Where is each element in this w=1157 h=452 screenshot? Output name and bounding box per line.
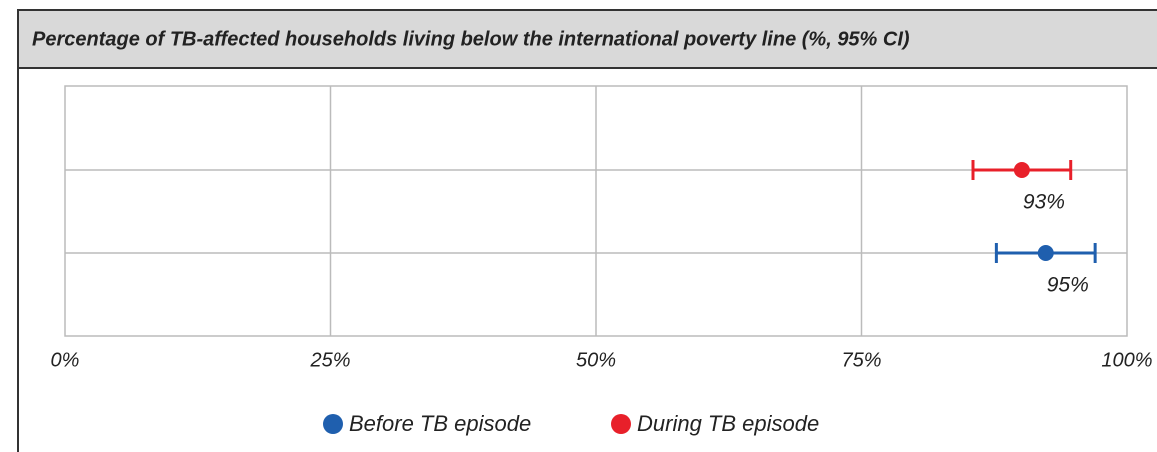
header-band [17, 9, 1157, 69]
x-tick-label: 0% [51, 349, 80, 371]
dot [1037, 245, 1054, 261]
legend-label: Before TB episode [349, 411, 531, 436]
legend-swatch [323, 414, 343, 434]
data-label: 93% [1023, 191, 1065, 214]
dot [1013, 162, 1030, 178]
x-tick-label: 100% [1101, 349, 1152, 371]
chart-title: Percentage of TB-affected households liv… [32, 28, 910, 50]
data-label: 95% [1047, 274, 1089, 297]
legend-swatch [611, 414, 631, 434]
x-tick-label: 50% [576, 349, 616, 371]
legend-label: During TB episode [637, 411, 819, 436]
x-tick-label: 25% [309, 349, 350, 371]
x-tick-label: 75% [841, 349, 881, 371]
